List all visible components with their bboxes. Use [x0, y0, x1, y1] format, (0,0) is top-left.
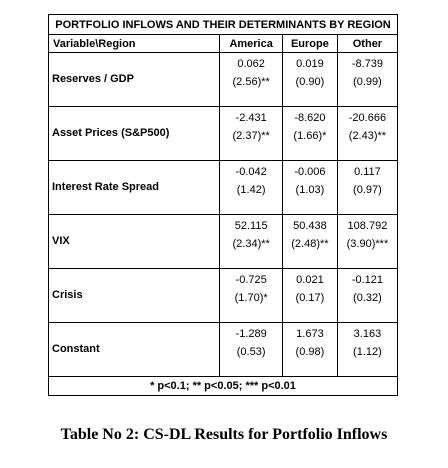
coefficient: 0.062 — [237, 58, 265, 70]
variable-label: VIX — [52, 235, 70, 247]
t-statistic: (1.70)* — [234, 292, 268, 304]
t-statistic: (0.98) — [295, 346, 325, 358]
variable-cell: Constant — [47, 322, 221, 377]
value-cell: 0.021 (0.17) — [281, 268, 338, 323]
data-row: Asset Prices (S&P500) -2.431 (2.37)** -8.62… — [47, 106, 399, 161]
coefficient: -1.289 — [235, 328, 267, 340]
coefficient: -0.042 — [235, 166, 267, 178]
t-statistic: (2.56)** — [232, 76, 270, 88]
t-statistic: (3.90)*** — [346, 238, 389, 250]
data-row: Crisis -0.725 (1.70)* 0.021 (0.17) -0.121 (0.3… — [47, 268, 399, 323]
variable-label: Crisis — [52, 289, 83, 301]
variable-label: Asset Prices (S&P500) — [52, 127, 170, 139]
footnote-row: * p<0.1; ** p<0.05; *** p<0.01 — [48, 376, 398, 396]
coefficient: -8.739 — [351, 58, 384, 70]
value-cell: 108.792 (3.90)*** — [336, 214, 399, 269]
t-statistic: (0.53) — [236, 346, 266, 358]
header-cell: America — [219, 34, 283, 53]
data-row: Reserves / GDP 0.062 (2.56)** 0.019 (0.90) -8… — [47, 52, 399, 107]
caption: Table No 2: CS-DL Results for Portfolio … — [60, 426, 388, 443]
coefficient: -2.431 — [235, 112, 267, 124]
coefficient: 52.115 — [234, 220, 268, 232]
coefficient: -0.725 — [235, 274, 267, 286]
variable-cell: Asset Prices (S&P500) — [47, 106, 221, 161]
value-cell: 52.115 (2.34)** — [219, 214, 283, 269]
variable-label: Interest Rate Spread — [52, 181, 159, 193]
variable-label: Constant — [52, 343, 100, 355]
value-cell: 50.438 (2.48)** — [281, 214, 338, 269]
value-cell: -8.739 (0.99) — [336, 52, 399, 107]
coefficient: -20.666 — [348, 112, 387, 124]
variable-label: Reserves / GDP — [52, 73, 134, 85]
header-cell: Europe — [281, 34, 338, 53]
coefficient: 108.792 — [347, 220, 388, 232]
t-statistic: (0.90) — [295, 76, 325, 88]
coefficient: -0.121 — [351, 274, 384, 286]
coefficient: -0.006 — [294, 166, 326, 178]
value-cell: -0.006 (1.03) — [281, 160, 338, 215]
t-statistic: (0.97) — [353, 184, 382, 196]
value-cell: 0.117 (0.97) — [336, 160, 399, 215]
coefficient: 0.021 — [296, 274, 324, 286]
coefficient: 50.438 — [293, 220, 327, 232]
value-cell: 1.673 (0.98) — [281, 322, 338, 377]
t-statistic: (1.03) — [295, 184, 325, 196]
variable-cell: VIX — [47, 214, 221, 269]
results-table: PORTFOLIO INFLOWS AND THEIR DETERMINANTS… — [47, 14, 399, 396]
footnote: * p<0.1; ** p<0.05; *** p<0.01 — [48, 376, 398, 396]
value-cell: -1.289 (0.53) — [219, 322, 283, 377]
title-row: PORTFOLIO INFLOWS AND THEIR DETERMINANTS… — [48, 14, 398, 35]
coefficient: -8.620 — [294, 112, 326, 124]
coefficient: 0.019 — [296, 58, 324, 70]
coefficient: 0.117 — [354, 166, 381, 178]
t-statistic: (0.32) — [353, 292, 382, 304]
table-title: PORTFOLIO INFLOWS AND THEIR DETERMINANTS… — [48, 14, 398, 35]
t-statistic: (2.48)** — [291, 238, 329, 250]
data-row: VIX 52.115 (2.34)** 50.438 (2.48)** 108.792 (3… — [47, 214, 399, 269]
header-cell: Other — [336, 34, 399, 53]
data-row: Interest Rate Spread -0.042 (1.42) -0.006 (1… — [47, 160, 399, 215]
variable-cell: Interest Rate Spread — [47, 160, 221, 215]
value-cell: -20.666 (2.43)** — [336, 106, 399, 161]
t-statistic: (2.43)** — [348, 130, 387, 142]
coefficient: 1.673 — [296, 328, 324, 340]
data-row: Constant -1.289 (0.53) 1.673 (0.98) 3.163 (1.1… — [47, 322, 399, 377]
t-statistic: (0.17) — [295, 292, 325, 304]
value-cell: 0.019 (0.90) — [281, 52, 338, 107]
t-statistic: (2.37)** — [232, 130, 270, 142]
value-cell: -8.620 (1.66)* — [281, 106, 338, 161]
t-statistic: (1.66)* — [293, 130, 327, 142]
t-statistic: (1.42) — [236, 184, 266, 196]
value-cell: -0.725 (1.70)* — [219, 268, 283, 323]
coefficient: 3.163 — [353, 328, 382, 340]
header-row: Variable\Region America Europe Other — [47, 34, 399, 53]
t-statistic: (0.99) — [353, 76, 382, 88]
variable-cell: Crisis — [47, 268, 221, 323]
t-statistic: (1.12) — [353, 346, 382, 358]
table-body: PORTFOLIO INFLOWS AND THEIR DETERMINANTS… — [47, 14, 399, 396]
value-cell: 3.163 (1.12) — [336, 322, 399, 377]
header-cell: Variable\Region — [47, 34, 221, 53]
value-cell: -0.121 (0.32) — [336, 268, 399, 323]
value-cell: -0.042 (1.42) — [219, 160, 283, 215]
value-cell: 0.062 (2.56)** — [219, 52, 283, 107]
variable-cell: Reserves / GDP — [47, 52, 221, 107]
t-statistic: (2.34)** — [232, 238, 270, 250]
value-cell: -2.431 (2.37)** — [219, 106, 283, 161]
